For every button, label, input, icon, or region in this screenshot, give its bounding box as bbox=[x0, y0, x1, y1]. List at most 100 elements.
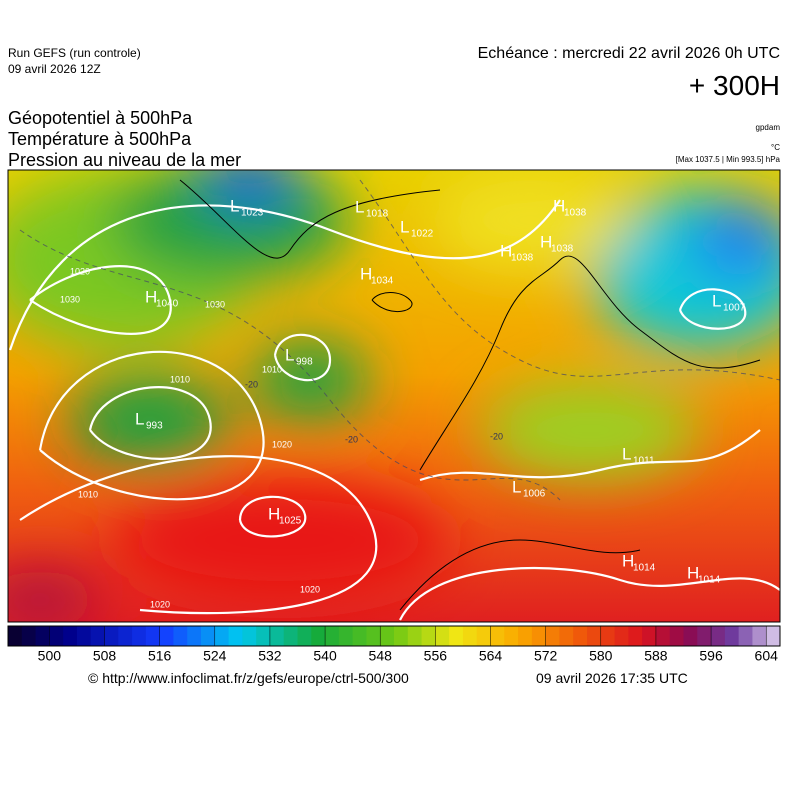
generated-time: 09 avril 2026 17:35 UTC bbox=[536, 670, 688, 686]
shading bbox=[200, 170, 300, 210]
colorbar-cell bbox=[366, 626, 381, 646]
isobar bbox=[399, 566, 780, 621]
colorbar-cell bbox=[35, 626, 50, 646]
center-letter: H bbox=[145, 287, 157, 306]
contour-label: -20 bbox=[490, 431, 503, 441]
colorbar-cell bbox=[697, 626, 712, 646]
colorbar-tick-label: 596 bbox=[699, 648, 723, 664]
colorbar-cell bbox=[435, 626, 450, 646]
center-value: 1014 bbox=[698, 575, 721, 586]
contour-label: 1030 bbox=[60, 294, 80, 304]
isobar bbox=[29, 265, 172, 335]
center-value: 993 bbox=[146, 421, 163, 432]
colorbar-cell bbox=[90, 626, 105, 646]
colorbar-cell bbox=[628, 626, 643, 646]
center-value: 1038 bbox=[551, 244, 574, 255]
shading bbox=[480, 380, 700, 480]
field-name: Géopotentiel à 500hPa bbox=[8, 108, 193, 128]
center-letter: H bbox=[622, 551, 634, 570]
contour-label: 1010 bbox=[262, 364, 282, 374]
center-letter: L bbox=[135, 409, 144, 428]
center-value: 1007 bbox=[723, 303, 746, 314]
colorbar-cell bbox=[63, 626, 78, 646]
isobars bbox=[8, 199, 780, 621]
colorbar-tick-label: 556 bbox=[424, 648, 448, 664]
center-value: 1014 bbox=[633, 563, 656, 574]
isotherm bbox=[19, 229, 561, 501]
colorbar-cell bbox=[587, 626, 602, 646]
colorbar-cell bbox=[283, 626, 298, 646]
isobar bbox=[88, 386, 212, 460]
center-value: 1038 bbox=[564, 208, 587, 219]
shading bbox=[8, 570, 100, 622]
center-letter: L bbox=[355, 197, 364, 216]
center-letter: L bbox=[230, 196, 239, 215]
colorbar-tick-label: 548 bbox=[369, 648, 393, 664]
colorbar-tick-label: 524 bbox=[203, 648, 227, 664]
colorbar-cell bbox=[600, 626, 616, 646]
colorbar-cell bbox=[297, 626, 312, 646]
coastline bbox=[399, 539, 641, 611]
colorbar-cell bbox=[338, 626, 354, 646]
isobar bbox=[238, 495, 307, 538]
colorbar-tick-label: 588 bbox=[644, 648, 668, 664]
colorbar-cell bbox=[228, 626, 243, 646]
center-value: 998 bbox=[296, 357, 313, 368]
run-date: 09 avril 2026 12Z bbox=[8, 62, 101, 76]
colorbar-cell bbox=[655, 626, 671, 646]
contour-labels: 1030 1030 1010 1010 1020 1020 1020 1010 -20 -20 -2… bbox=[60, 266, 503, 609]
colorbar-cell bbox=[104, 626, 119, 646]
isotherm bbox=[359, 179, 780, 381]
colorbar-cell bbox=[118, 626, 133, 646]
colorbar-cell bbox=[394, 626, 409, 646]
colorbar-tick-label: 604 bbox=[755, 648, 779, 664]
center-letter: H bbox=[360, 264, 372, 283]
colorbar-cell bbox=[738, 626, 753, 646]
colorbar-frame bbox=[7, 625, 781, 647]
colorbar-tick-label: 564 bbox=[479, 648, 503, 664]
colorbar-cell bbox=[669, 626, 684, 646]
isobar bbox=[273, 333, 332, 382]
colorbar-cell bbox=[766, 626, 781, 646]
isobar bbox=[19, 455, 378, 615]
center-letter: H bbox=[553, 196, 565, 215]
colorbar-cell bbox=[352, 626, 367, 646]
colorbar-tick-label: 532 bbox=[258, 648, 282, 664]
map-frame bbox=[7, 169, 781, 623]
colorbar-cell bbox=[256, 626, 271, 646]
colorbar-cell bbox=[269, 626, 285, 646]
source-url: © http://www.infoclimat.fr/z/gefs/europe… bbox=[88, 670, 409, 686]
colorbar-cell bbox=[504, 626, 519, 646]
field-name: Température à 500hPa bbox=[8, 129, 192, 149]
colorbar-cell bbox=[214, 626, 230, 646]
unit: gpdam bbox=[755, 123, 780, 132]
colorbar-cell bbox=[380, 626, 395, 646]
center-value: 1040 bbox=[156, 299, 179, 310]
isotherms bbox=[19, 179, 780, 501]
shading bbox=[70, 375, 230, 465]
colorbar-tick-label: 508 bbox=[93, 648, 117, 664]
center-letter: L bbox=[712, 291, 721, 310]
field-name: Pression au niveau de la mer bbox=[8, 150, 242, 170]
colorbar-cell bbox=[8, 626, 23, 646]
colorbar-cell bbox=[518, 626, 533, 646]
shading bbox=[690, 200, 780, 280]
valid-time: Echéance : mercredi 22 avril 2026 0h UTC bbox=[477, 45, 780, 62]
shading bbox=[430, 170, 630, 270]
unit: [Max 1037.5 | Min 993.5] hPa bbox=[675, 155, 780, 164]
contour-label: -20 bbox=[245, 379, 258, 389]
colorbar-cell bbox=[159, 626, 174, 646]
isobar bbox=[419, 429, 761, 482]
center-value: 1038 bbox=[511, 253, 534, 264]
colorbar-cell bbox=[545, 626, 560, 646]
run-label: Run GEFS (run controle) bbox=[8, 46, 141, 60]
colorbar-cell bbox=[407, 626, 423, 646]
colorbar-cell bbox=[683, 626, 698, 646]
contour-label: 1020 bbox=[70, 266, 90, 276]
colorbar-tick-label: 516 bbox=[148, 648, 172, 664]
unit: °C bbox=[771, 143, 780, 152]
colorbar-cell bbox=[187, 626, 202, 646]
colorbar-cell bbox=[462, 626, 478, 646]
contour-label: 1030 bbox=[205, 299, 225, 309]
